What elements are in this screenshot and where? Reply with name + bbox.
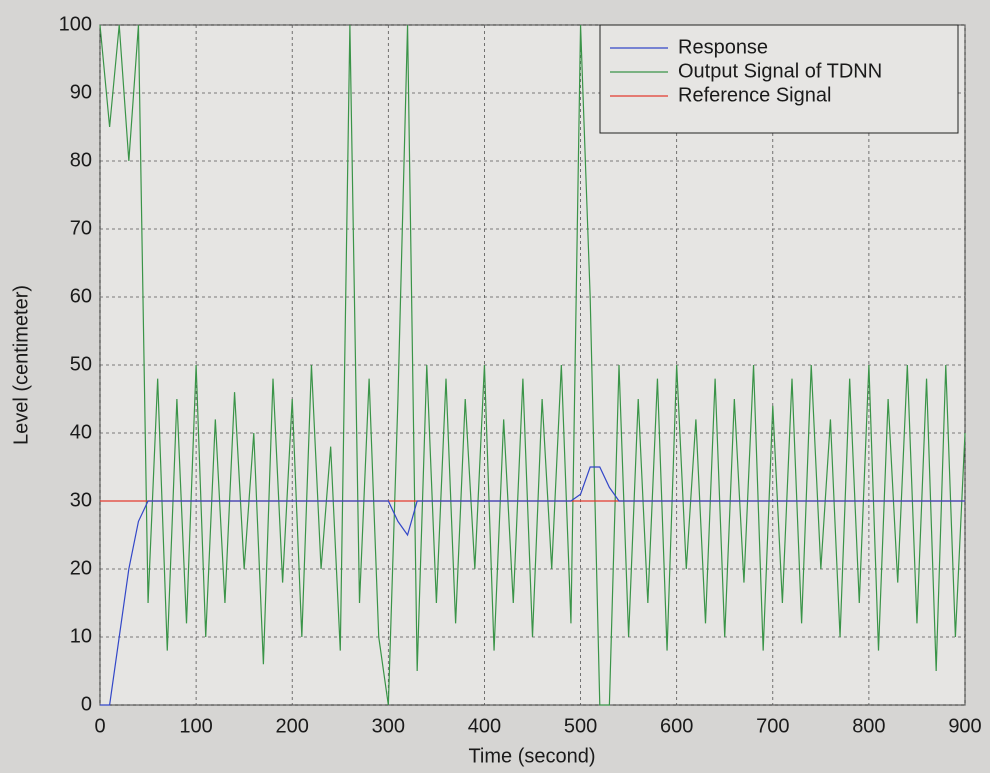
y-tick-label: 40 bbox=[70, 421, 92, 443]
x-tick-label: 100 bbox=[179, 715, 212, 737]
y-tick-label: 0 bbox=[81, 693, 92, 715]
y-tick-label: 90 bbox=[70, 81, 92, 103]
y-tick-label: 60 bbox=[70, 285, 92, 307]
x-tick-label: 0 bbox=[94, 715, 105, 737]
y-tick-label: 50 bbox=[70, 353, 92, 375]
x-tick-label: 900 bbox=[948, 715, 981, 737]
legend-label: Reference Signal bbox=[678, 84, 831, 106]
y-tick-label: 70 bbox=[70, 217, 92, 239]
x-tick-label: 500 bbox=[564, 715, 597, 737]
x-tick-label: 300 bbox=[372, 715, 405, 737]
y-tick-label: 100 bbox=[59, 13, 92, 35]
y-tick-label: 30 bbox=[70, 489, 92, 511]
x-axis-label: Time (second) bbox=[468, 745, 595, 767]
x-tick-label: 600 bbox=[660, 715, 693, 737]
y-tick-label: 20 bbox=[70, 557, 92, 579]
x-tick-label: 700 bbox=[756, 715, 789, 737]
chart: Time (second) Level (centimeter) 0 10 20 30… bbox=[0, 0, 990, 773]
x-tick-label: 200 bbox=[276, 715, 309, 737]
y-tick-label: 80 bbox=[70, 149, 92, 171]
x-tick-label: 400 bbox=[468, 715, 501, 737]
legend-label: Output Signal of TDNN bbox=[678, 60, 882, 82]
x-tick-label: 800 bbox=[852, 715, 885, 737]
y-tick-label: 10 bbox=[70, 625, 92, 647]
y-axis-label: Level (centimeter) bbox=[10, 285, 32, 445]
legend-label: Response bbox=[678, 36, 768, 58]
